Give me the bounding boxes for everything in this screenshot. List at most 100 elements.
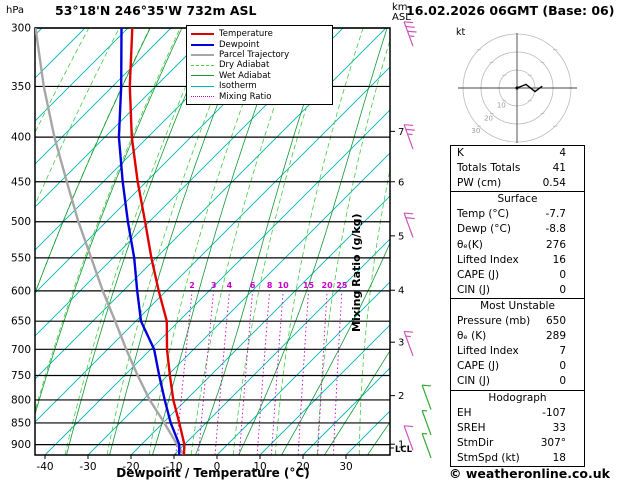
stat-row: SREH 33	[451, 421, 584, 436]
svg-text:3: 3	[398, 338, 404, 349]
mixing-ratio-lines	[175, 290, 343, 455]
mixing-ratio-value-labels: 2 3 4 6 8 10 15 20 25	[189, 281, 348, 290]
legend-line-sample	[191, 53, 214, 56]
hodograph-ring-label: 20	[484, 114, 493, 122]
stat-value: 0	[559, 283, 566, 296]
pressure-tick-labels: 300 350 400 450 500 550 600 650 700 750 800 850 900	[11, 23, 31, 452]
stat-label: Lifted Index	[457, 345, 519, 358]
svg-text:25: 25	[336, 281, 348, 290]
svg-text:10: 10	[253, 461, 266, 473]
svg-text:2: 2	[398, 391, 404, 402]
stat-row: Pressure (mb) 650	[451, 314, 584, 329]
stat-label: StmSpd (kt)	[457, 451, 520, 464]
stat-label: Totals Totals	[457, 162, 521, 175]
stat-row: PW (cm) 0.54	[451, 176, 584, 191]
svg-text:700: 700	[11, 344, 31, 356]
stat-label: Dewp (°C)	[457, 223, 511, 236]
stats-block: Surface Temp (°C) -7.7 Dewp (°C) -8.8 θₑ(K) 27…	[450, 191, 585, 299]
svg-text:600: 600	[11, 285, 31, 297]
svg-text:4: 4	[398, 286, 404, 297]
altitude-axis-unit: km ASL	[392, 3, 411, 23]
svg-text:30: 30	[339, 461, 352, 473]
svg-text:10: 10	[278, 281, 290, 290]
stat-value: 307°	[540, 436, 566, 449]
stats-section-title: Most Unstable	[480, 299, 555, 312]
svg-text:5: 5	[398, 231, 404, 242]
stat-value: 650	[545, 315, 566, 328]
svg-text:350: 350	[11, 81, 31, 93]
stat-value: 18	[552, 451, 566, 464]
pressure-gridlines	[35, 27, 390, 446]
stat-label: CAPE (J)	[457, 268, 500, 281]
stat-label: θₑ(K)	[457, 238, 483, 251]
parcel-trajectory-curve	[35, 28, 185, 455]
svg-text:300: 300	[11, 23, 31, 35]
stat-label: Temp (°C)	[457, 208, 510, 221]
stat-label: PW (cm)	[457, 177, 502, 190]
svg-text:650: 650	[11, 316, 31, 328]
legend-item: Parcel Trajectory	[191, 50, 328, 60]
hodograph-trace	[516, 83, 543, 93]
stat-row: EH -107	[451, 406, 584, 421]
svg-text:-10: -10	[165, 461, 182, 473]
svg-text:750: 750	[11, 370, 31, 382]
legend-item-label: Isotherm	[219, 81, 257, 92]
wind-barbs	[403, 21, 432, 459]
legend-item-label: Wet Adiabat	[219, 70, 271, 81]
pressure-axis-unit: hPa	[6, 5, 25, 16]
svg-text:6: 6	[250, 281, 256, 290]
stat-label: CAPE (J)	[457, 360, 500, 373]
stat-label: Pressure (mb)	[457, 315, 531, 328]
stat-label: StmDir	[457, 436, 494, 449]
svg-text:800: 800	[11, 394, 31, 406]
legend-item-label: Mixing Ratio	[219, 91, 272, 102]
stat-value: -107	[542, 406, 566, 419]
legend-item-label: Parcel Trajectory	[219, 49, 290, 60]
legend-item: Dewpoint	[191, 39, 328, 50]
svg-text:550: 550	[11, 252, 31, 264]
stat-row: Temp (°C) -7.7	[451, 207, 584, 222]
legend-item: Isotherm	[191, 81, 328, 91]
stat-value: 0	[559, 375, 566, 388]
sounding-profiles	[35, 28, 186, 455]
dry-adiabat-lines	[35, 28, 390, 455]
svg-text:20: 20	[322, 281, 334, 290]
stats-section-title: Hodograph	[488, 391, 547, 404]
hodograph-panel: 10 20 30 kt	[456, 27, 577, 143]
copyright-link[interactable]: © weatheronline.co.uk	[449, 466, 610, 481]
svg-text:-40: -40	[36, 461, 53, 473]
svg-text:6: 6	[398, 177, 404, 188]
stat-row: CIN (J) 0	[451, 374, 584, 389]
svg-text:2: 2	[189, 281, 195, 290]
legend-item-label: Temperature	[219, 29, 273, 40]
hodograph-ring-label: 30	[471, 127, 480, 135]
stat-value: 4	[559, 147, 566, 159]
stat-row: CIN (J) 0	[451, 283, 584, 298]
svg-text:1: 1	[398, 440, 404, 451]
svg-text:3: 3	[211, 281, 217, 290]
stat-value: 7	[559, 345, 566, 358]
legend-item: Mixing Ratio	[191, 91, 328, 102]
stat-row: CAPE (J) 0	[451, 359, 584, 374]
altitude-axis-unit-km: km	[392, 2, 408, 13]
legend-item: Dry Adiabat	[191, 60, 328, 70]
legend-item: Temperature	[191, 29, 328, 39]
lcl-label: LCL	[395, 445, 413, 455]
stat-row: θₑ (K) 289	[451, 329, 584, 344]
stat-row: Dewp (°C) -8.8	[451, 222, 584, 237]
stat-value: 16	[552, 253, 566, 266]
stat-value: -7.7	[545, 208, 567, 221]
stat-value: 0.54	[542, 177, 566, 190]
svg-text:400: 400	[11, 132, 31, 144]
svg-text:20: 20	[296, 461, 309, 473]
svg-text:7: 7	[398, 127, 404, 138]
svg-text:8: 8	[267, 281, 273, 290]
legend-line-sample	[191, 43, 214, 46]
stat-label: K	[457, 147, 464, 159]
stat-value: 33	[552, 421, 566, 434]
stat-label: θₑ (K)	[457, 330, 487, 343]
stat-row: Totals Totals 41	[451, 161, 584, 176]
